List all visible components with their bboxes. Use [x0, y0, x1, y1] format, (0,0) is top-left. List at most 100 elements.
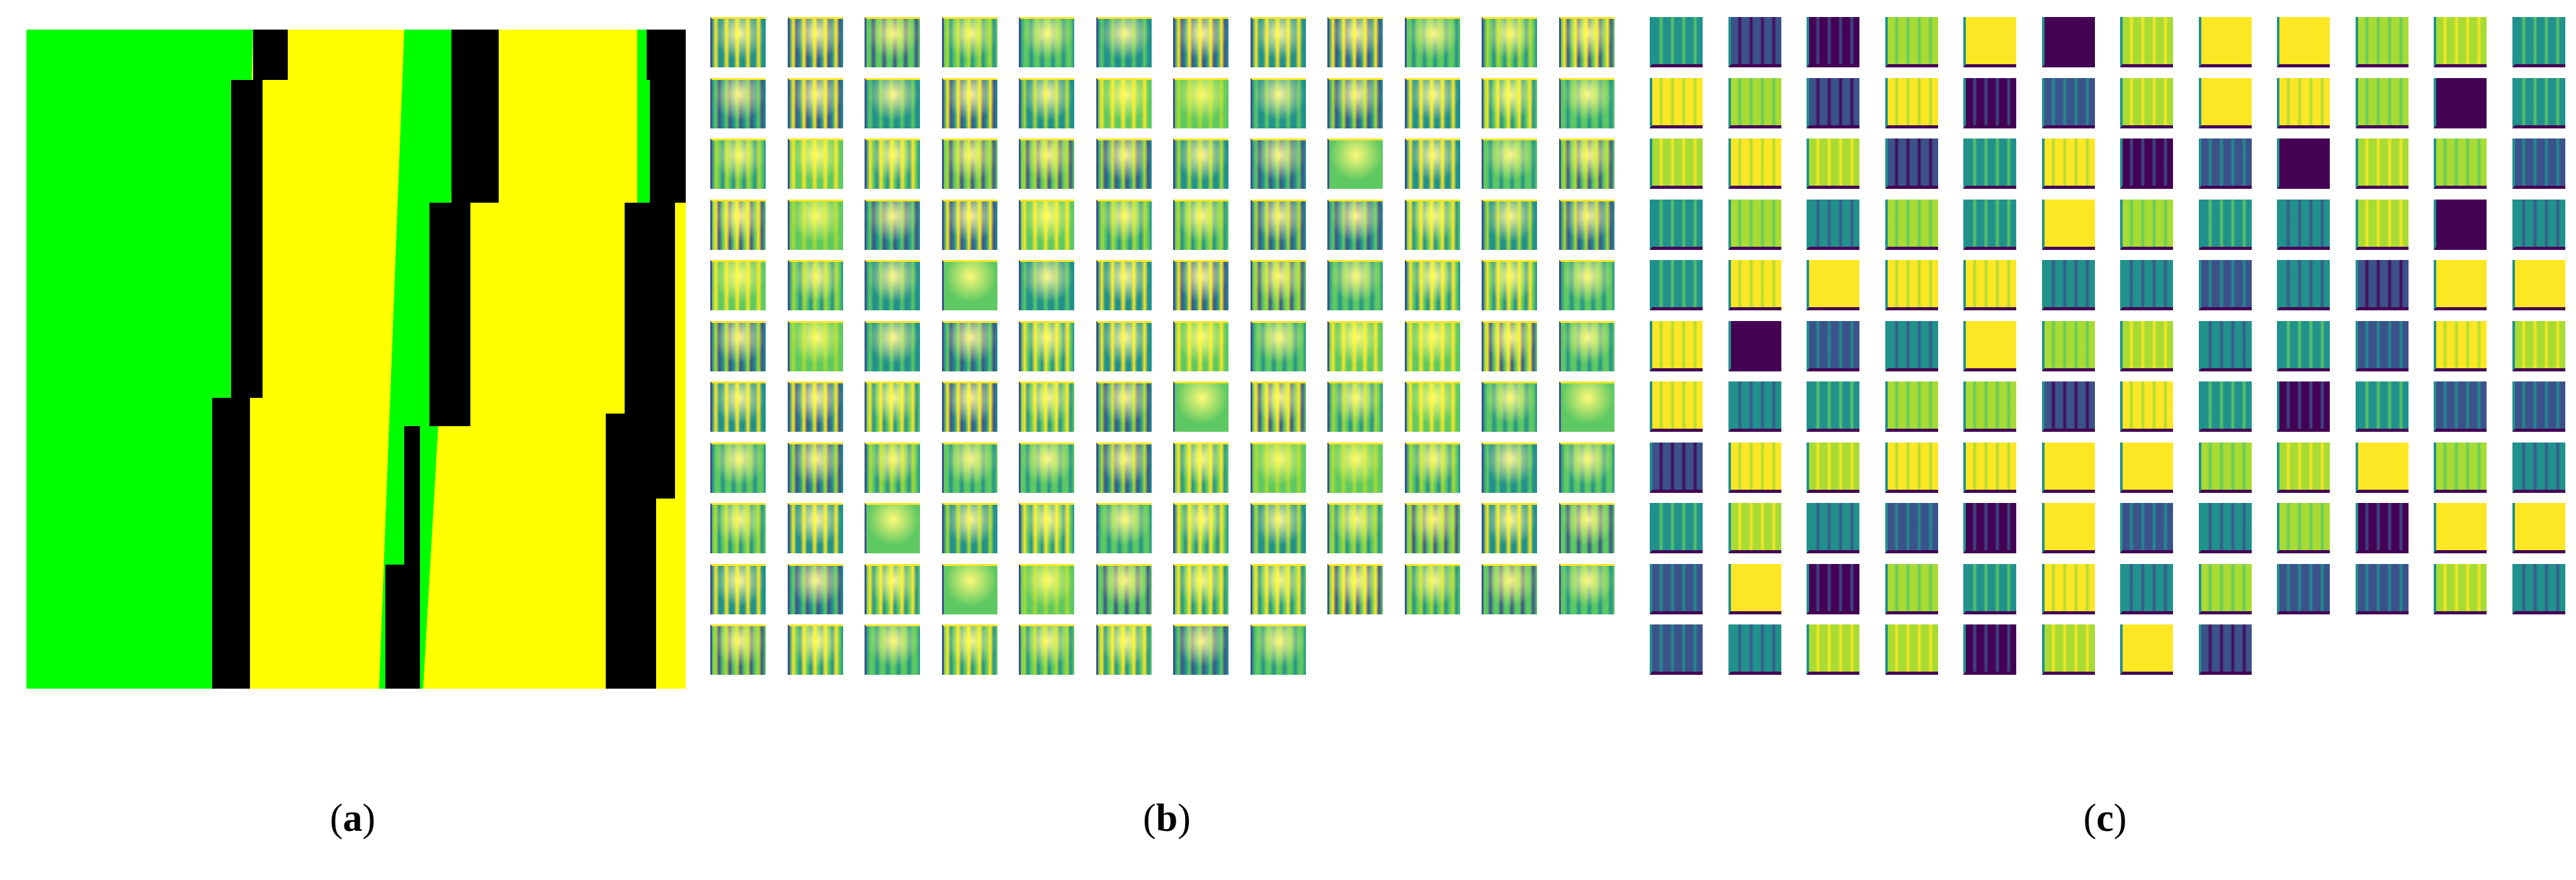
caption-b: (b) — [1143, 797, 1191, 840]
feature-map-tile — [1963, 77, 2016, 128]
feature-map-tile — [1250, 442, 1306, 493]
caption-c: (c) — [2083, 797, 2127, 840]
feature-map-tile — [1963, 199, 2016, 250]
feature-map-tile — [1558, 199, 1614, 250]
feature-map-tile — [865, 77, 920, 128]
feature-map-tile — [1963, 260, 2016, 310]
feature-map-tile — [2512, 77, 2565, 128]
feature-map-tile — [1728, 503, 1781, 553]
feature-map-tile — [1404, 442, 1460, 493]
feature-map-tile — [710, 442, 766, 493]
feature-map-tile — [1963, 503, 2016, 553]
feature-map-tile — [787, 260, 843, 310]
feature-map-tile — [1019, 320, 1074, 371]
feature-map-tile — [1404, 138, 1460, 189]
feature-map-tile — [787, 503, 843, 553]
feature-map-tile — [2198, 320, 2252, 371]
feature-map-tile — [1963, 442, 2016, 493]
feature-map-tile — [2512, 503, 2565, 553]
feature-map-tile — [1807, 442, 1859, 493]
feature-map-tile — [1482, 381, 1537, 432]
feature-map-tile — [1885, 17, 1938, 67]
feature-map-tile — [1482, 17, 1537, 67]
feature-map-tile — [1327, 503, 1383, 553]
feature-map-tile — [1096, 17, 1152, 67]
feature-map-tile — [1173, 77, 1228, 128]
feature-map-tile — [1558, 381, 1614, 432]
panel-b-feature-map-grid — [710, 17, 1614, 703]
feature-map-tile — [1650, 442, 1703, 493]
feature-map-tile — [1327, 260, 1383, 310]
feature-map-tile — [1173, 138, 1228, 189]
feature-map-tile — [1807, 320, 1859, 371]
feature-map-tile — [941, 260, 997, 310]
feature-map-tile — [1019, 442, 1074, 493]
feature-map-tile — [2041, 503, 2095, 553]
feature-map-tile — [1327, 442, 1383, 493]
feature-map-tile — [2355, 503, 2409, 553]
feature-map-tile — [2355, 138, 2409, 189]
feature-map-tile — [1250, 17, 1306, 67]
feature-map-tile — [2434, 17, 2487, 67]
feature-map-tile — [2277, 138, 2330, 189]
feature-map-tile — [2041, 17, 2095, 67]
feature-map-tile — [1327, 77, 1383, 128]
panel-c-feature-map-grid — [1650, 17, 2565, 703]
feature-map-tile — [2198, 260, 2252, 310]
feature-map-tile — [1558, 503, 1614, 553]
feature-map-tile — [1250, 563, 1306, 614]
feature-map-tile — [941, 624, 997, 675]
feature-map-tile — [1885, 138, 1938, 189]
feature-map-tile — [1728, 320, 1781, 371]
feature-map-tile — [1650, 138, 1703, 189]
feature-map-tile — [1963, 563, 2016, 614]
feature-map-tile — [1885, 320, 1938, 371]
feature-map-tile — [1807, 17, 1859, 67]
feature-map-tile — [2198, 442, 2252, 493]
feature-map-tile — [2355, 320, 2409, 371]
feature-map-tile — [2355, 563, 2409, 614]
feature-map-tile — [1963, 381, 2016, 432]
feature-map-tile — [2198, 624, 2252, 675]
feature-map-tile — [1250, 260, 1306, 310]
feature-map-tile — [2434, 138, 2487, 189]
feature-map-tile — [2041, 260, 2095, 310]
feature-map-tile — [2120, 381, 2173, 432]
feature-map-tile — [2120, 503, 2173, 553]
feature-map-tile — [1019, 138, 1074, 189]
feature-map-tile — [710, 563, 766, 614]
feature-map-tile — [1728, 563, 1781, 614]
feature-map-tile — [1558, 260, 1614, 310]
feature-map-tile — [1650, 624, 1703, 675]
feature-map-tile — [865, 624, 920, 675]
feature-map-tile — [2434, 260, 2487, 310]
feature-map-tile — [2512, 381, 2565, 432]
feature-map-tile — [865, 563, 920, 614]
feature-map-tile — [865, 17, 920, 67]
feature-map-tile — [1807, 199, 1859, 250]
feature-map-tile — [2198, 503, 2252, 553]
feature-map-tile — [710, 381, 766, 432]
feature-map-tile — [1963, 17, 2016, 67]
feature-map-tile — [2277, 442, 2330, 493]
feature-map-tile — [1019, 17, 1074, 67]
feature-map-tile — [2277, 503, 2330, 553]
feature-map-tile — [1728, 138, 1781, 189]
feature-map-tile — [2434, 442, 2487, 493]
feature-map-tile — [787, 624, 843, 675]
feature-map-tile — [1250, 381, 1306, 432]
feature-map-tile — [1173, 260, 1228, 310]
feature-map-tile — [1096, 138, 1152, 189]
feature-map-tile — [1404, 199, 1460, 250]
feature-map-tile — [1404, 381, 1460, 432]
feature-map-tile — [2198, 17, 2252, 67]
feature-map-tile — [2198, 77, 2252, 128]
feature-map-tile — [2120, 138, 2173, 189]
feature-map-tile — [941, 503, 997, 553]
panel-a-segmentation-mask — [26, 30, 686, 689]
feature-map-tile — [2512, 138, 2565, 189]
feature-map-tile — [1728, 199, 1781, 250]
feature-map-tile — [865, 138, 920, 189]
feature-map-tile — [1963, 138, 2016, 189]
feature-map-tile — [710, 503, 766, 553]
